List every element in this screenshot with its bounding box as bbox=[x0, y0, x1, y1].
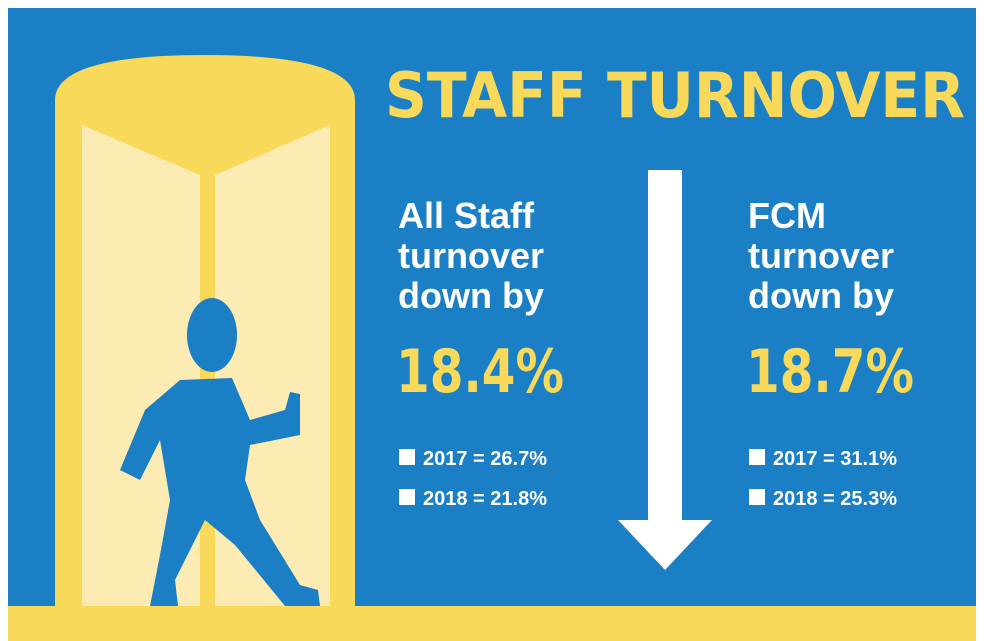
figure: 18.4% bbox=[396, 337, 564, 407]
title: STAFF TURNOVER bbox=[385, 59, 965, 132]
floor-strip bbox=[8, 606, 976, 641]
heading-line: FCM bbox=[748, 195, 826, 236]
bullet-square bbox=[749, 489, 765, 505]
bullet-square bbox=[399, 489, 415, 505]
heading-line: turnover bbox=[398, 235, 544, 276]
door-illustration bbox=[55, 55, 355, 606]
heading-line: down by bbox=[748, 275, 894, 316]
bullet: 2017 = 26.7% bbox=[423, 448, 547, 470]
figure: 18.7% bbox=[746, 337, 914, 407]
bullet: 2018 = 25.3% bbox=[773, 488, 897, 510]
infographic: STAFF TURNOVER All Staff turnover down b… bbox=[0, 0, 984, 641]
bullet: 2017 = 31.1% bbox=[773, 448, 897, 470]
bullet: 2018 = 21.8% bbox=[423, 488, 547, 510]
heading-line: down by bbox=[398, 275, 544, 316]
heading-line: turnover bbox=[748, 235, 894, 276]
heading-line: All Staff bbox=[398, 195, 535, 236]
bullet-square bbox=[749, 449, 765, 465]
bullet-square bbox=[399, 449, 415, 465]
